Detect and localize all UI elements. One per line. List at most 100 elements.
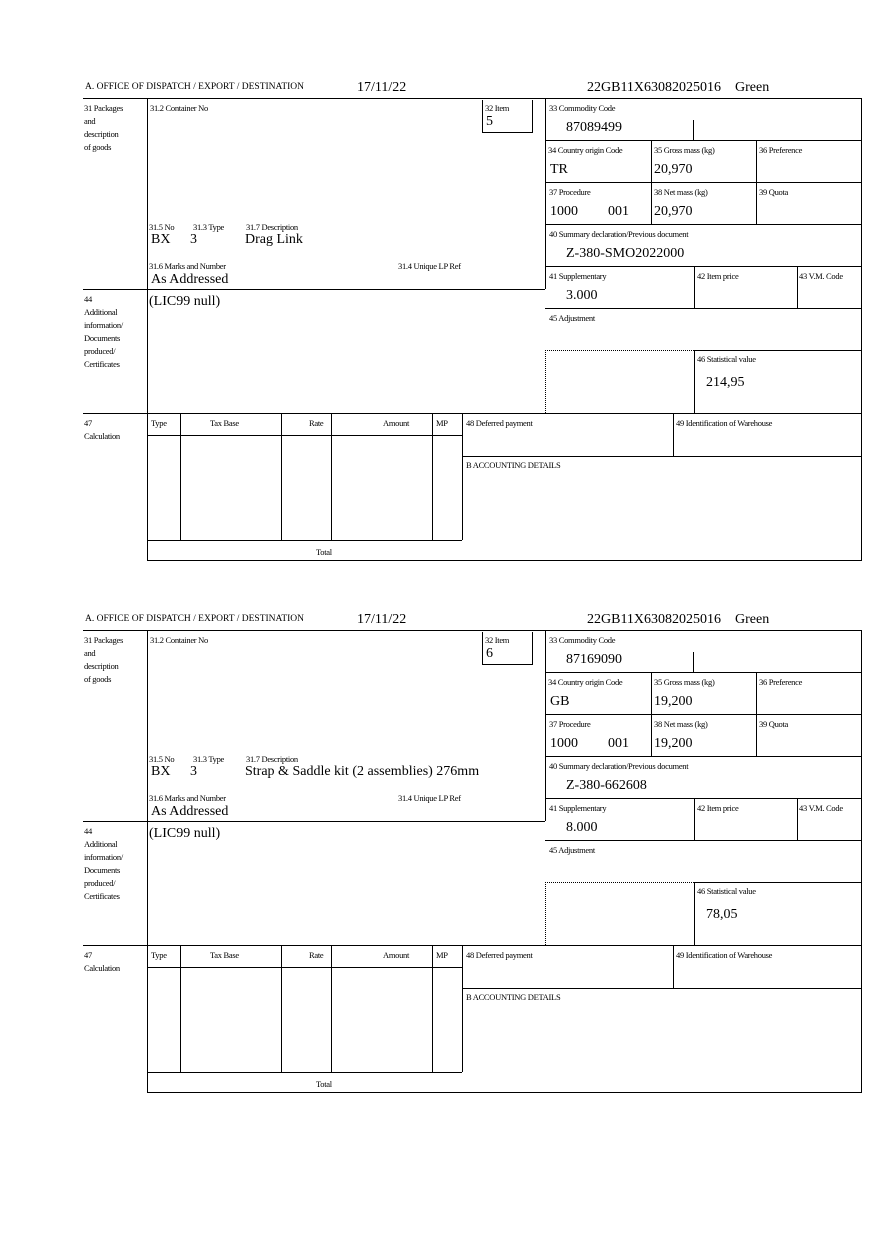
- form-rule: [693, 652, 694, 672]
- gross-mass-label: 35 Gross mass (kg): [654, 677, 715, 687]
- additional-info-label: Certificates: [84, 359, 120, 369]
- package-kind: BX: [151, 764, 171, 779]
- form-rule: [432, 945, 433, 1072]
- office-label: A. OFFICE OF DISPATCH / EXPORT / DESTINA…: [85, 614, 305, 624]
- form-rule: [797, 266, 798, 308]
- declaration-reference: 22GB11X63082025016: [587, 80, 722, 95]
- calc-col-header: Rate: [309, 950, 324, 960]
- packages-label: and: [84, 116, 96, 126]
- additional-info-label: Additional: [84, 839, 118, 849]
- form-rule: [147, 1092, 862, 1093]
- procedure-label: 37 Procedure: [549, 187, 591, 197]
- additional-info-label: Certificates: [84, 891, 120, 901]
- form-rule: [281, 413, 282, 540]
- commodity-code-label: 33 Commodity Code: [549, 103, 616, 113]
- form-rule: [462, 413, 463, 540]
- route-label: Green: [735, 612, 770, 627]
- commodity-code: 87089499: [566, 120, 622, 135]
- form-rule: [545, 756, 862, 757]
- package-type-label: 31.3 Type: [193, 222, 225, 232]
- goods-description: Strap & Saddle kit (2 assemblies) 276mm: [245, 764, 480, 779]
- declaration-date: 17/11/22: [357, 80, 407, 95]
- form-rule: [545, 882, 694, 883]
- form-rule: [694, 350, 695, 413]
- form-rule: [331, 413, 332, 540]
- declaration-reference: 22GB11X63082025016: [587, 612, 722, 627]
- office-label: A. OFFICE OF DISPATCH / EXPORT / DESTINA…: [85, 82, 305, 92]
- accounting-details-label: B ACCOUNTING DETAILS: [466, 460, 561, 470]
- form-rule: [545, 224, 862, 225]
- calc-col-header: Type: [151, 418, 167, 428]
- form-rule: [545, 798, 862, 799]
- package-count: 3: [190, 764, 197, 779]
- form-rule: [545, 630, 546, 821]
- form-rule: [651, 140, 652, 224]
- form-rule: [694, 266, 695, 308]
- declaration-form-item-6: A. OFFICE OF DISPATCH / EXPORT / DESTINA…: [0, 612, 882, 1093]
- additional-info-label: information/: [84, 320, 123, 330]
- form-rule: [147, 435, 462, 436]
- form-rule: [693, 120, 694, 140]
- supplementary-label: 41 Supplementary: [549, 803, 607, 813]
- form-rule: [532, 100, 533, 132]
- form-rule: [83, 630, 862, 631]
- form-rule: [861, 630, 862, 1093]
- form-rule: [545, 672, 862, 673]
- form-rule: [83, 821, 545, 822]
- container-label: 31.2 Container No: [150, 103, 208, 113]
- country-label: 34 Country origin Code: [548, 145, 623, 155]
- preference-label: 36 Preference: [759, 677, 803, 687]
- calc-col-header: MP: [436, 950, 448, 960]
- item-label: 32 Item: [485, 635, 510, 645]
- form-rule: [462, 988, 862, 989]
- summary-doc-label: 40 Summary declaration/Previous document: [549, 761, 689, 771]
- statistical-value: 78,05: [706, 907, 738, 922]
- unique-ref-label: 31.4 Unique LP Ref: [398, 261, 461, 271]
- calculation-label: Calculation: [84, 431, 120, 441]
- container-label: 31.2 Container No: [150, 635, 208, 645]
- packages-label: of goods: [84, 142, 112, 152]
- item-price-label: 42 Item price: [697, 271, 739, 281]
- country-origin: GB: [550, 694, 570, 709]
- calculation-label: 47: [84, 950, 92, 960]
- supplementary-value: 8.000: [566, 820, 598, 835]
- calc-col-header: Tax Base: [210, 418, 239, 428]
- form-rule: [147, 1072, 462, 1073]
- packages-label: and: [84, 648, 96, 658]
- form-rule: [462, 456, 862, 457]
- form-rule: [756, 140, 757, 224]
- marks-value: As Addressed: [151, 804, 229, 819]
- form-rule: [694, 882, 695, 945]
- package-no-label: 31.5 No: [149, 222, 175, 232]
- additional-info-label: produced/: [84, 346, 116, 356]
- packages-label: of goods: [84, 674, 112, 684]
- form-rule: [147, 630, 148, 1093]
- package-type-label: 31.3 Type: [193, 754, 225, 764]
- calc-col-header: Rate: [309, 418, 324, 428]
- additional-info-label: produced/: [84, 878, 116, 888]
- procedure: 1000: [550, 736, 578, 751]
- procedure-code: 001: [608, 736, 629, 751]
- procedure-code: 001: [608, 204, 629, 219]
- statistical-value-label: 46 Statistical value: [697, 886, 756, 896]
- goods-description: Drag Link: [245, 232, 303, 247]
- form-rule: [147, 560, 862, 561]
- form-rule: [482, 632, 483, 664]
- net-mass: 20,970: [654, 204, 693, 219]
- form-rule: [545, 98, 546, 289]
- form-rule: [147, 967, 462, 968]
- net-mass-label: 38 Net mass (kg): [654, 719, 708, 729]
- marks-label: 31.6 Marks and Number: [149, 261, 226, 271]
- package-no-label: 31.5 No: [149, 754, 175, 764]
- adjustment-label: 45 Adjustment: [549, 845, 595, 855]
- gross-mass: 20,970: [654, 162, 693, 177]
- form-rule: [545, 182, 862, 183]
- form-rule: [432, 413, 433, 540]
- additional-info-value: (LIC99 null): [149, 294, 221, 309]
- form-rule: [545, 350, 546, 413]
- form-rule: [673, 945, 674, 988]
- form-rule: [545, 840, 862, 841]
- gross-mass-label: 35 Gross mass (kg): [654, 145, 715, 155]
- deferred-payment-label: 48 Deferred payment: [466, 418, 533, 428]
